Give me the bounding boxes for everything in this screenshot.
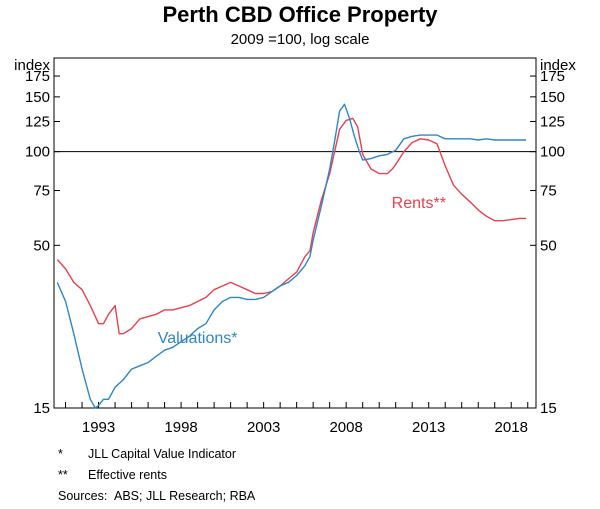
y-tick-label-left-3: 100 bbox=[25, 144, 50, 161]
footnote-1-text: JLL Capital Value Indicator bbox=[88, 447, 237, 461]
left-axis-unit: index bbox=[14, 57, 50, 74]
series-annotations: Valuations* Rents** bbox=[158, 195, 446, 347]
y-tick-label-right-2: 75 bbox=[540, 183, 557, 200]
series-line-0 bbox=[56, 117, 527, 335]
series-line-1 bbox=[56, 103, 527, 409]
y-tick-label-left-4: 125 bbox=[25, 114, 50, 131]
footnote-2: ** Effective rents bbox=[58, 468, 167, 482]
chart-title: Perth CBD Office Property bbox=[162, 2, 438, 27]
y-axis-ticks: 15 15 50 50 75 75 100 100 125 125 150 150 175 175 bbox=[25, 68, 565, 417]
plot-frame bbox=[53, 57, 537, 409]
x-tick-label-3: 2008 bbox=[329, 419, 362, 436]
x-tick-label-0: 1993 bbox=[82, 419, 115, 436]
series-label-0: Valuations* bbox=[158, 330, 238, 347]
x-tick-label-4: 2013 bbox=[412, 419, 445, 436]
series-label-1: Rents** bbox=[392, 195, 446, 212]
y-tick-label-left-0: 15 bbox=[33, 400, 50, 417]
footnote-2-mark: ** bbox=[58, 468, 68, 482]
x-tick-label-5: 2018 bbox=[495, 419, 528, 436]
y-tick-label-right-4: 125 bbox=[540, 114, 565, 131]
y-tick-label-left-5: 150 bbox=[25, 89, 50, 106]
footnote-2-text: Effective rents bbox=[88, 468, 167, 482]
sources-line: Sources: ABS; JLL Research; RBA bbox=[58, 489, 255, 503]
y-tick-label-right-5: 150 bbox=[540, 89, 565, 106]
series-lines bbox=[56, 103, 527, 409]
y-tick-label-left-6: 175 bbox=[25, 68, 50, 85]
x-axis-ticks: 1993 1998 2003 2008 2013 2018 bbox=[65, 402, 529, 436]
x-tick-label-2: 2003 bbox=[247, 419, 280, 436]
y-tick-label-left-1: 50 bbox=[33, 237, 50, 254]
chart-subtitle: 2009 =100, log scale bbox=[230, 31, 370, 48]
y-tick-label-left-2: 75 bbox=[33, 183, 50, 200]
y-tick-label-right-3: 100 bbox=[540, 144, 565, 161]
footnote-1-mark: * bbox=[58, 447, 63, 461]
y-tick-label-right-1: 50 bbox=[540, 237, 557, 254]
right-axis-unit: index bbox=[540, 57, 576, 74]
footnote-1: * JLL Capital Value Indicator bbox=[58, 447, 236, 461]
sources-text: ABS; JLL Research; RBA bbox=[114, 489, 256, 503]
y-tick-label-right-0: 15 bbox=[540, 400, 557, 417]
sources-label: Sources: bbox=[58, 489, 108, 503]
x-tick-label-1: 1998 bbox=[164, 419, 197, 436]
y-tick-label-right-6: 175 bbox=[540, 68, 565, 85]
